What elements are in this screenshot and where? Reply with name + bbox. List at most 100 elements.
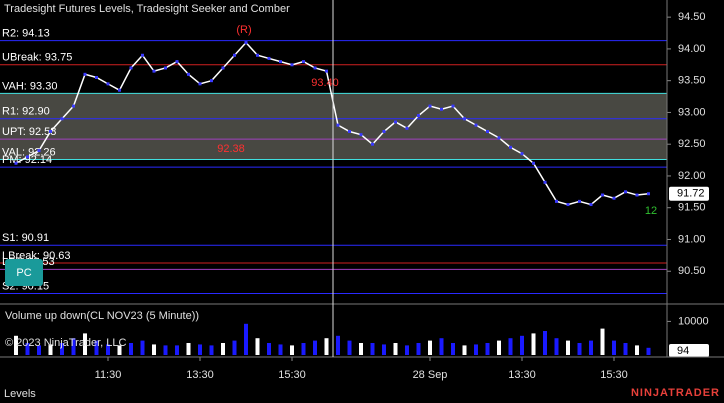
price-bar bbox=[336, 123, 340, 127]
price-bar bbox=[72, 104, 75, 108]
volume-bar bbox=[152, 344, 156, 355]
volume-bar bbox=[163, 345, 168, 355]
price-bar bbox=[83, 72, 87, 76]
volume-bar bbox=[359, 343, 363, 355]
footer-tab: Levels bbox=[4, 388, 36, 400]
volume-bar bbox=[485, 343, 490, 355]
price-bar bbox=[463, 117, 466, 121]
price-bar bbox=[210, 79, 213, 83]
level-label: LBreak: 90.63 bbox=[2, 250, 71, 262]
volume-title: Volume up down(CL NOV23 (5 Minute)) bbox=[5, 310, 199, 322]
price-bar bbox=[106, 82, 110, 86]
volume-bar bbox=[600, 328, 605, 355]
x-tick-label: 11:30 bbox=[95, 369, 122, 381]
y-tick-label: 94.50 bbox=[678, 11, 706, 23]
volume-bar bbox=[106, 344, 110, 355]
volume-bar bbox=[94, 340, 99, 355]
volume-bar bbox=[589, 340, 593, 355]
price-bar bbox=[612, 196, 616, 200]
price-bar bbox=[497, 136, 501, 140]
y-tick-label: 90.50 bbox=[678, 265, 706, 277]
price-bar bbox=[244, 41, 248, 45]
price-bar bbox=[198, 82, 202, 86]
price-bar bbox=[221, 66, 225, 70]
price-bar bbox=[382, 129, 386, 133]
price-bar bbox=[175, 60, 179, 64]
volume-bar bbox=[278, 344, 283, 355]
volume-bar bbox=[497, 340, 501, 355]
y-tick-label: 92.00 bbox=[678, 170, 706, 182]
x-tick-label: 28 Sep bbox=[413, 369, 448, 381]
volume-bar bbox=[451, 343, 455, 355]
annotation: 93.40 bbox=[311, 77, 339, 89]
level-label: S1: 90.91 bbox=[2, 232, 49, 244]
price-bar bbox=[589, 203, 593, 207]
price-bar bbox=[37, 149, 41, 153]
volume-bar bbox=[301, 343, 306, 355]
price-bar bbox=[290, 63, 294, 67]
volume-bar bbox=[129, 343, 133, 355]
volume-bar bbox=[313, 340, 317, 355]
price-bar bbox=[428, 104, 432, 108]
volume-bar bbox=[324, 338, 329, 355]
price-bar bbox=[348, 129, 351, 133]
level-label: R2: 94.13 bbox=[2, 28, 50, 40]
volume-bar bbox=[71, 338, 76, 355]
price-bar bbox=[635, 193, 639, 197]
price-bar bbox=[256, 53, 259, 57]
pc-button[interactable]: PC bbox=[5, 259, 43, 286]
y-tick-label: 91.00 bbox=[678, 233, 706, 245]
price-bar bbox=[543, 180, 547, 184]
volume-bar bbox=[25, 343, 30, 355]
volume-bar bbox=[577, 343, 582, 355]
volume-bar bbox=[370, 343, 375, 355]
y-tick-label: 10000 bbox=[678, 315, 709, 327]
x-tick-label: 13:30 bbox=[508, 369, 536, 381]
price-bar bbox=[486, 129, 489, 133]
price-bar bbox=[417, 114, 420, 118]
price-bar bbox=[118, 88, 121, 92]
y-tick-label: 93.50 bbox=[678, 75, 706, 87]
price-bar bbox=[555, 199, 558, 203]
volume-bar bbox=[83, 333, 87, 355]
volume-bar bbox=[186, 343, 191, 355]
volume-bar bbox=[198, 344, 202, 355]
price-bar bbox=[164, 66, 167, 70]
volume-bar bbox=[554, 338, 559, 355]
volume-bar bbox=[290, 345, 294, 355]
volume-bar bbox=[531, 333, 536, 355]
volume-bar bbox=[646, 347, 651, 355]
pc-button-bg[interactable] bbox=[5, 259, 43, 286]
volume-bar bbox=[14, 335, 18, 355]
price-bar bbox=[95, 75, 98, 79]
last-price-box bbox=[669, 186, 709, 201]
price-bar bbox=[233, 53, 236, 57]
volume-bar bbox=[612, 340, 616, 355]
price-bar bbox=[440, 107, 443, 111]
price-bar bbox=[302, 60, 305, 64]
volume-bar bbox=[140, 340, 145, 355]
volume-bar bbox=[428, 340, 432, 355]
x-tick-label: 15:30 bbox=[600, 369, 628, 381]
pc-button-label[interactable]: PC bbox=[16, 267, 31, 279]
price-bar bbox=[578, 199, 581, 203]
level-label: UBreak: 93.75 bbox=[2, 52, 72, 64]
volume-bar bbox=[255, 338, 260, 355]
volume-bar bbox=[520, 335, 524, 355]
price-bar bbox=[60, 117, 64, 121]
volume-bar bbox=[508, 338, 513, 355]
y-tick-label: 93.00 bbox=[678, 106, 706, 118]
volume-bar bbox=[635, 345, 639, 355]
volume-bar bbox=[336, 335, 340, 355]
level-label: VAL: 92.26 bbox=[2, 146, 56, 158]
volume-bar bbox=[393, 343, 398, 355]
price-bar bbox=[647, 192, 650, 196]
price-bar bbox=[313, 66, 317, 70]
price-bar bbox=[520, 152, 524, 156]
last-volume-label: 94 bbox=[677, 345, 689, 357]
volume-bar bbox=[60, 343, 64, 355]
price-bar bbox=[26, 155, 29, 159]
last-volume-box bbox=[669, 344, 709, 357]
volume-bar bbox=[474, 344, 478, 355]
volume-panel: 10000 94 bbox=[14, 315, 709, 357]
